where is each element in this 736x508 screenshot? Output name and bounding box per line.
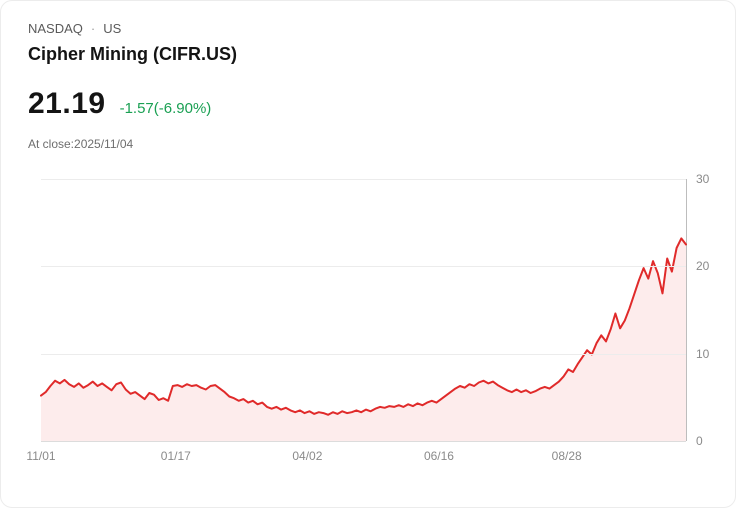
y-tick-label: 10: [696, 346, 710, 361]
y-tick-label: 20: [696, 259, 710, 274]
gridline-30: [41, 179, 686, 180]
quote-header: NASDAQ · US Cipher Mining (CIFR.US) 21.1…: [28, 21, 237, 151]
chart-area-fill: [41, 238, 686, 441]
chart-svg: [40, 237, 687, 441]
stock-title: Cipher Mining (CIFR.US): [28, 44, 237, 64]
x-tick-label: 01/17: [160, 449, 191, 463]
x-tick-label: 08/28: [551, 449, 582, 463]
as-of-label: At close:2025/11/04: [28, 137, 134, 151]
price-change: -1.57(-6.90%): [119, 100, 212, 117]
x-tick-label: 06/16: [423, 449, 454, 463]
region-label: US: [103, 21, 122, 36]
gridline-20: [41, 266, 686, 268]
exchange-label: NASDAQ: [28, 21, 83, 36]
chart-line: [40, 237, 687, 416]
price-chart[interactable]: 0 10 20 30 11/01 01/17 04/02 06/16 08/28: [26, 172, 709, 463]
gridline-0: [41, 441, 686, 442]
chart-plot-area[interactable]: [40, 179, 687, 442]
y-tick-label: 0: [696, 434, 703, 448]
gridline-10: [41, 353, 686, 355]
price-value: 21.19: [28, 87, 106, 120]
exchange-row: NASDAQ · US: [28, 21, 237, 36]
x-tick-label: 11/01: [26, 449, 56, 463]
x-tick-label: 04/02: [292, 449, 323, 463]
price-row: 21.19 -1.57(-6.90%): [28, 87, 237, 121]
y-tick-label: 30: [696, 172, 710, 186]
separator-dot: ·: [90, 21, 96, 36]
